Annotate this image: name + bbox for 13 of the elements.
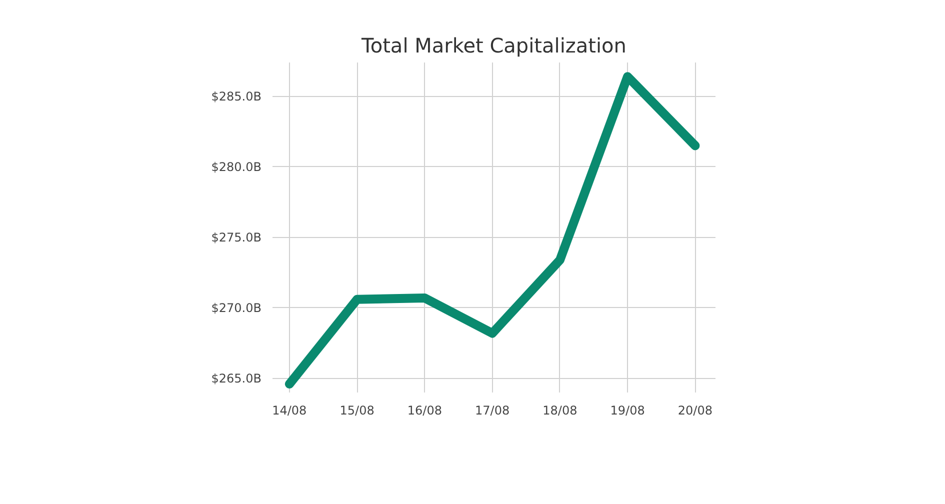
y-tick-label: $270.0B: [211, 300, 262, 315]
x-tick-label: 17/08: [475, 404, 510, 418]
x-tick-label: 16/08: [407, 404, 442, 418]
x-tick-label: 20/08: [678, 404, 713, 418]
x-tick-label: 19/08: [610, 404, 645, 418]
y-tick-label: $265.0B: [211, 371, 262, 386]
chart-title: Total Market Capitalization: [360, 34, 626, 58]
x-tick-label: 14/08: [272, 404, 307, 418]
x-tick-label: 15/08: [340, 404, 374, 418]
y-tick-label: $285.0B: [211, 89, 262, 104]
y-tick-label: $280.0B: [211, 160, 262, 174]
x-tick-label: 18/08: [542, 404, 578, 418]
y-tick-label: $275.0B: [211, 230, 262, 244]
